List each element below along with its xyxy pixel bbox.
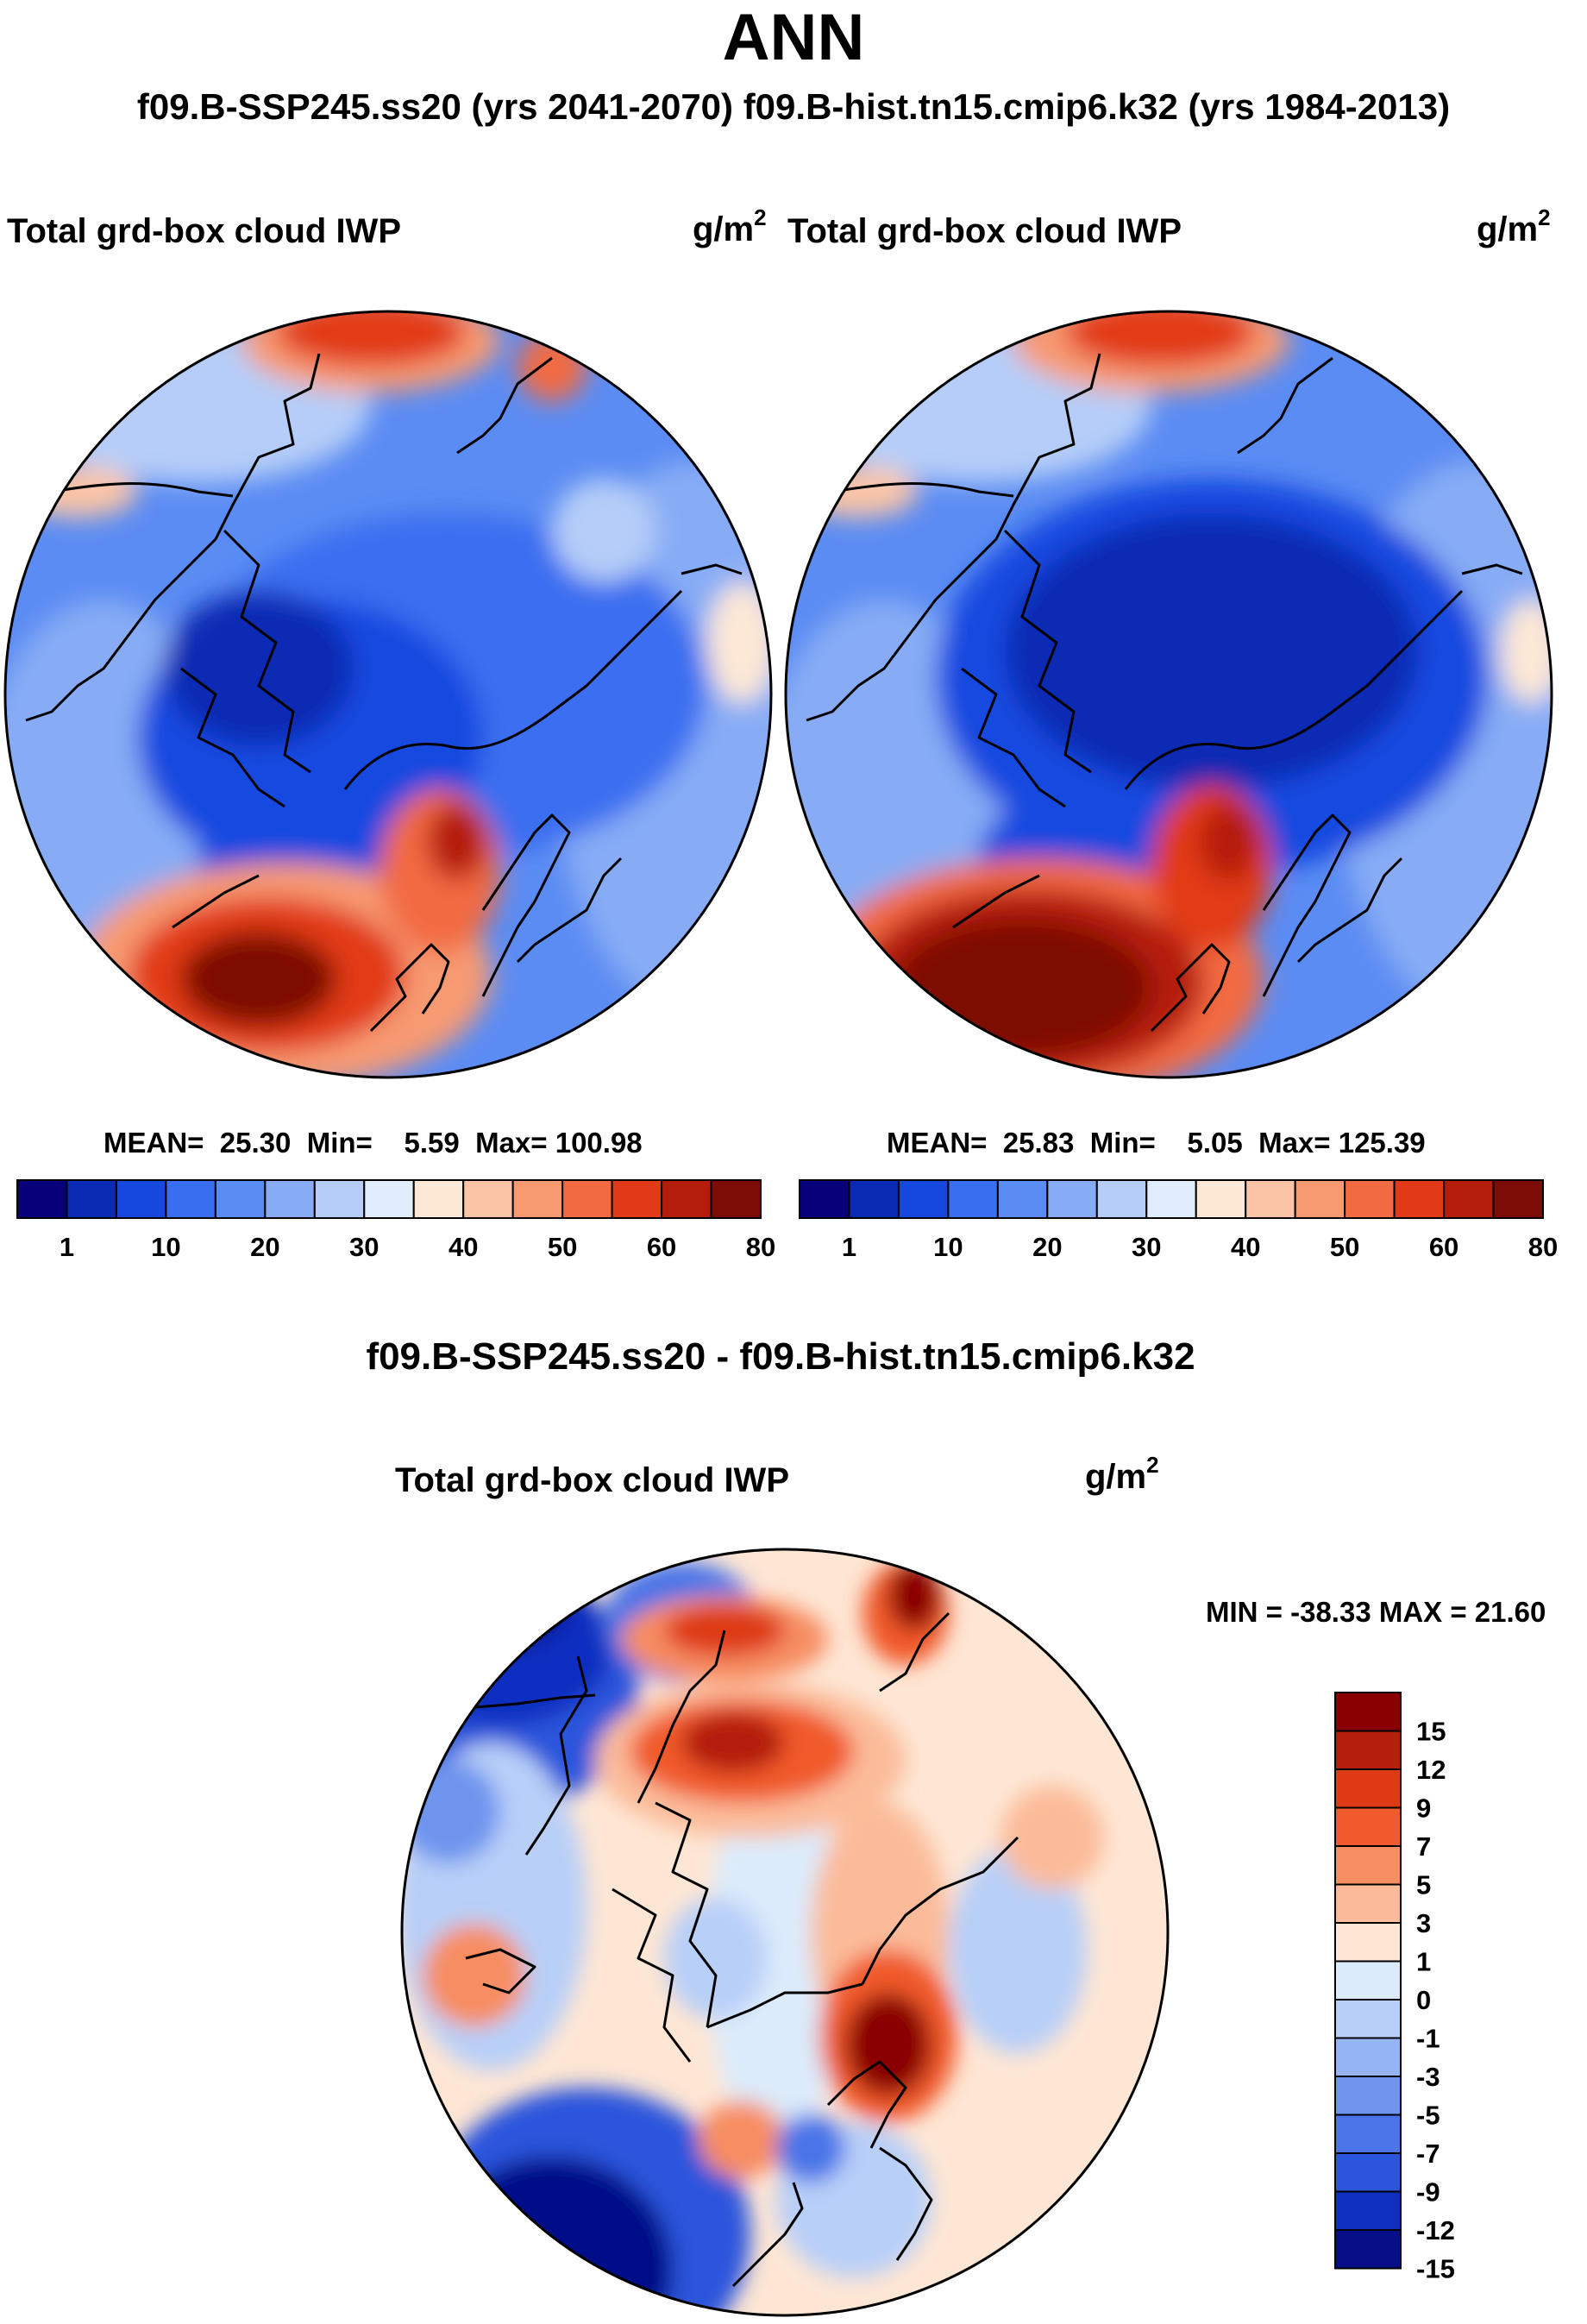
panel1-colorbar-tick-label: 1	[60, 1232, 74, 1262]
panel2-colorbar-swatch	[1046, 1179, 1098, 1219]
panel1-colorbar-tick-label: 30	[349, 1232, 379, 1262]
panel1-colorbar-swatch	[115, 1179, 167, 1219]
difference-colorbar-swatch	[1334, 2076, 1402, 2116]
difference-colorbar-tick-label: -15	[1416, 2254, 1455, 2284]
panel1-colorbar-swatch	[214, 1179, 267, 1219]
panel1-colorbar-swatch	[561, 1179, 613, 1219]
panel2-colorbar-swatch	[1095, 1179, 1148, 1219]
panel2-colorbar-swatch	[1294, 1179, 1346, 1219]
panel1-stats: MEAN= 25.30 Min= 5.59 Max= 100.98	[104, 1127, 643, 1159]
panel2-colorbar-tick-label: 20	[1032, 1232, 1062, 1262]
difference-colorbar-tick-label: 7	[1416, 1831, 1431, 1862]
difference-colorbar-swatch	[1334, 1768, 1402, 1809]
difference-colorbar-swatch	[1334, 1692, 1402, 1732]
panel2-units: g/m2	[1477, 204, 1551, 248]
panel1-colorbar-swatch	[611, 1179, 663, 1219]
page-title: ANN	[722, 1, 865, 74]
difference-colorbar-tick-label: 0	[1416, 1985, 1431, 2015]
panel3-units: g/m2	[1085, 1452, 1159, 1496]
case-subtitle: f09.B-SSP245.ss20 (yrs 2041-2070) f09.B-…	[136, 86, 1451, 127]
panel1-colorbar-swatch	[363, 1179, 415, 1219]
difference-colorbar-tick-label: 5	[1416, 1870, 1431, 1900]
panel1-colorbar-tick-label: 10	[151, 1232, 180, 1262]
panel1-colorbar-swatch	[462, 1179, 514, 1219]
difference-colorbar-tick-label: 9	[1416, 1793, 1431, 1824]
difference-colorbar-swatch	[1334, 1999, 1402, 2039]
panel1-colorbar-tick-label: 80	[746, 1232, 775, 1262]
panel3-variable-title: Total grd-box cloud IWP	[395, 1461, 789, 1499]
difference-colorbar: 15 12 9 7 5 3 1 0 -1 -3 -5 -7 -9 -12 -15	[1334, 1692, 1455, 2284]
panel1-colorbar-swatch	[165, 1179, 216, 1219]
panel2-colorbar-swatch	[1443, 1179, 1495, 1219]
difference-colorbar-tick-label: -3	[1416, 2062, 1440, 2092]
panel2-colorbar-swatch	[1492, 1179, 1544, 1219]
panel2-colorbar-tick-label: 30	[1132, 1232, 1161, 1262]
panel2-colorbar: 1 10 20 30 40 50 60 80	[799, 1179, 1558, 1262]
difference-title: f09.B-SSP245.ss20 - f09.B-hist.tn15.cmip…	[366, 1335, 1195, 1378]
panel2-colorbar-swatch	[1145, 1179, 1197, 1219]
panel2-colorbar-tick-label: 50	[1330, 1232, 1359, 1262]
difference-colorbar-swatch	[1334, 1806, 1402, 1847]
panel1-colorbar-swatch	[511, 1179, 564, 1219]
panel1-colorbar-swatch	[661, 1179, 712, 1219]
panel1-variable-title: Total grd-box cloud IWP	[7, 212, 401, 250]
panel2-colorbar-swatch	[1195, 1179, 1247, 1219]
difference-colorbar-swatch	[1334, 1845, 1402, 1886]
panel1-colorbar-tick-label: 60	[647, 1232, 676, 1262]
panel1-colorbar-tick-label: 50	[548, 1232, 577, 1262]
panel2-polar-map	[784, 310, 1553, 1079]
difference-colorbar-tick-label: 15	[1416, 1717, 1446, 1747]
panel1-colorbar-swatch	[264, 1179, 316, 1219]
difference-colorbar-swatch	[1334, 2114, 1402, 2154]
difference-colorbar-swatch	[1334, 1730, 1402, 1770]
panel2-variable-title: Total grd-box cloud IWP	[787, 212, 1182, 250]
difference-colorbar-tick-label: -5	[1416, 2101, 1440, 2131]
panel1-colorbar-swatch	[66, 1179, 117, 1219]
panel1-units: g/m2	[693, 204, 767, 248]
difference-colorbar-swatch	[1334, 2152, 1402, 2193]
panel2-colorbar-tick-label: 40	[1231, 1232, 1260, 1262]
difference-colorbar-tick-label: -9	[1416, 2177, 1440, 2208]
difference-colorbar-swatch	[1334, 2190, 1402, 2231]
panel2-colorbar-swatch	[996, 1179, 1049, 1219]
panel2-colorbar-swatch	[799, 1179, 850, 1219]
panel1-colorbar-swatch	[710, 1179, 762, 1219]
panel1-colorbar: 1 10 20 30 40 50 60 80	[16, 1179, 775, 1262]
panel1-polar-map	[3, 310, 773, 1079]
panel1-colorbar-swatch	[16, 1179, 68, 1219]
difference-colorbar-tick-label: -12	[1416, 2215, 1455, 2245]
panel2-colorbar-swatch	[897, 1179, 950, 1219]
panel1-colorbar-swatch	[412, 1179, 465, 1219]
difference-colorbar-tick-label: -1	[1416, 2024, 1440, 2054]
difference-colorbar-swatch	[1334, 2037, 1402, 2077]
panel1-colorbar-swatch	[313, 1179, 366, 1219]
panel2-colorbar-swatch	[1344, 1179, 1396, 1219]
difference-colorbar-swatch	[1334, 2229, 1402, 2270]
panel1-colorbar-tick-label: 20	[250, 1232, 279, 1262]
panel2-colorbar-tick-label: 80	[1528, 1232, 1558, 1262]
difference-colorbar-tick-label: -7	[1416, 2139, 1440, 2169]
panel2-colorbar-tick-label: 10	[933, 1232, 963, 1262]
panel2-colorbar-tick-label: 1	[842, 1232, 856, 1262]
difference-colorbar-tick-label: 12	[1416, 1755, 1446, 1785]
difference-colorbar-tick-label: 3	[1416, 1908, 1431, 1938]
panel2-stats: MEAN= 25.83 Min= 5.05 Max= 125.39	[887, 1127, 1426, 1159]
panel2-colorbar-tick-label: 60	[1429, 1232, 1458, 1262]
difference-colorbar-swatch	[1334, 1883, 1402, 1924]
panel2-colorbar-swatch	[947, 1179, 999, 1219]
difference-colorbar-swatch	[1334, 1960, 1402, 2001]
panel2-colorbar-swatch	[1393, 1179, 1446, 1219]
panel2-colorbar-swatch	[848, 1179, 900, 1219]
panel1-colorbar-tick-label: 40	[448, 1232, 478, 1262]
difference-polar-map	[400, 1548, 1170, 2317]
difference-colorbar-tick-label: 1	[1416, 1947, 1431, 1977]
panel2-colorbar-swatch	[1245, 1179, 1296, 1219]
difference-minmax: MIN = -38.33 MAX = 21.60	[1206, 1596, 1546, 1628]
difference-colorbar-swatch	[1334, 1922, 1402, 1963]
